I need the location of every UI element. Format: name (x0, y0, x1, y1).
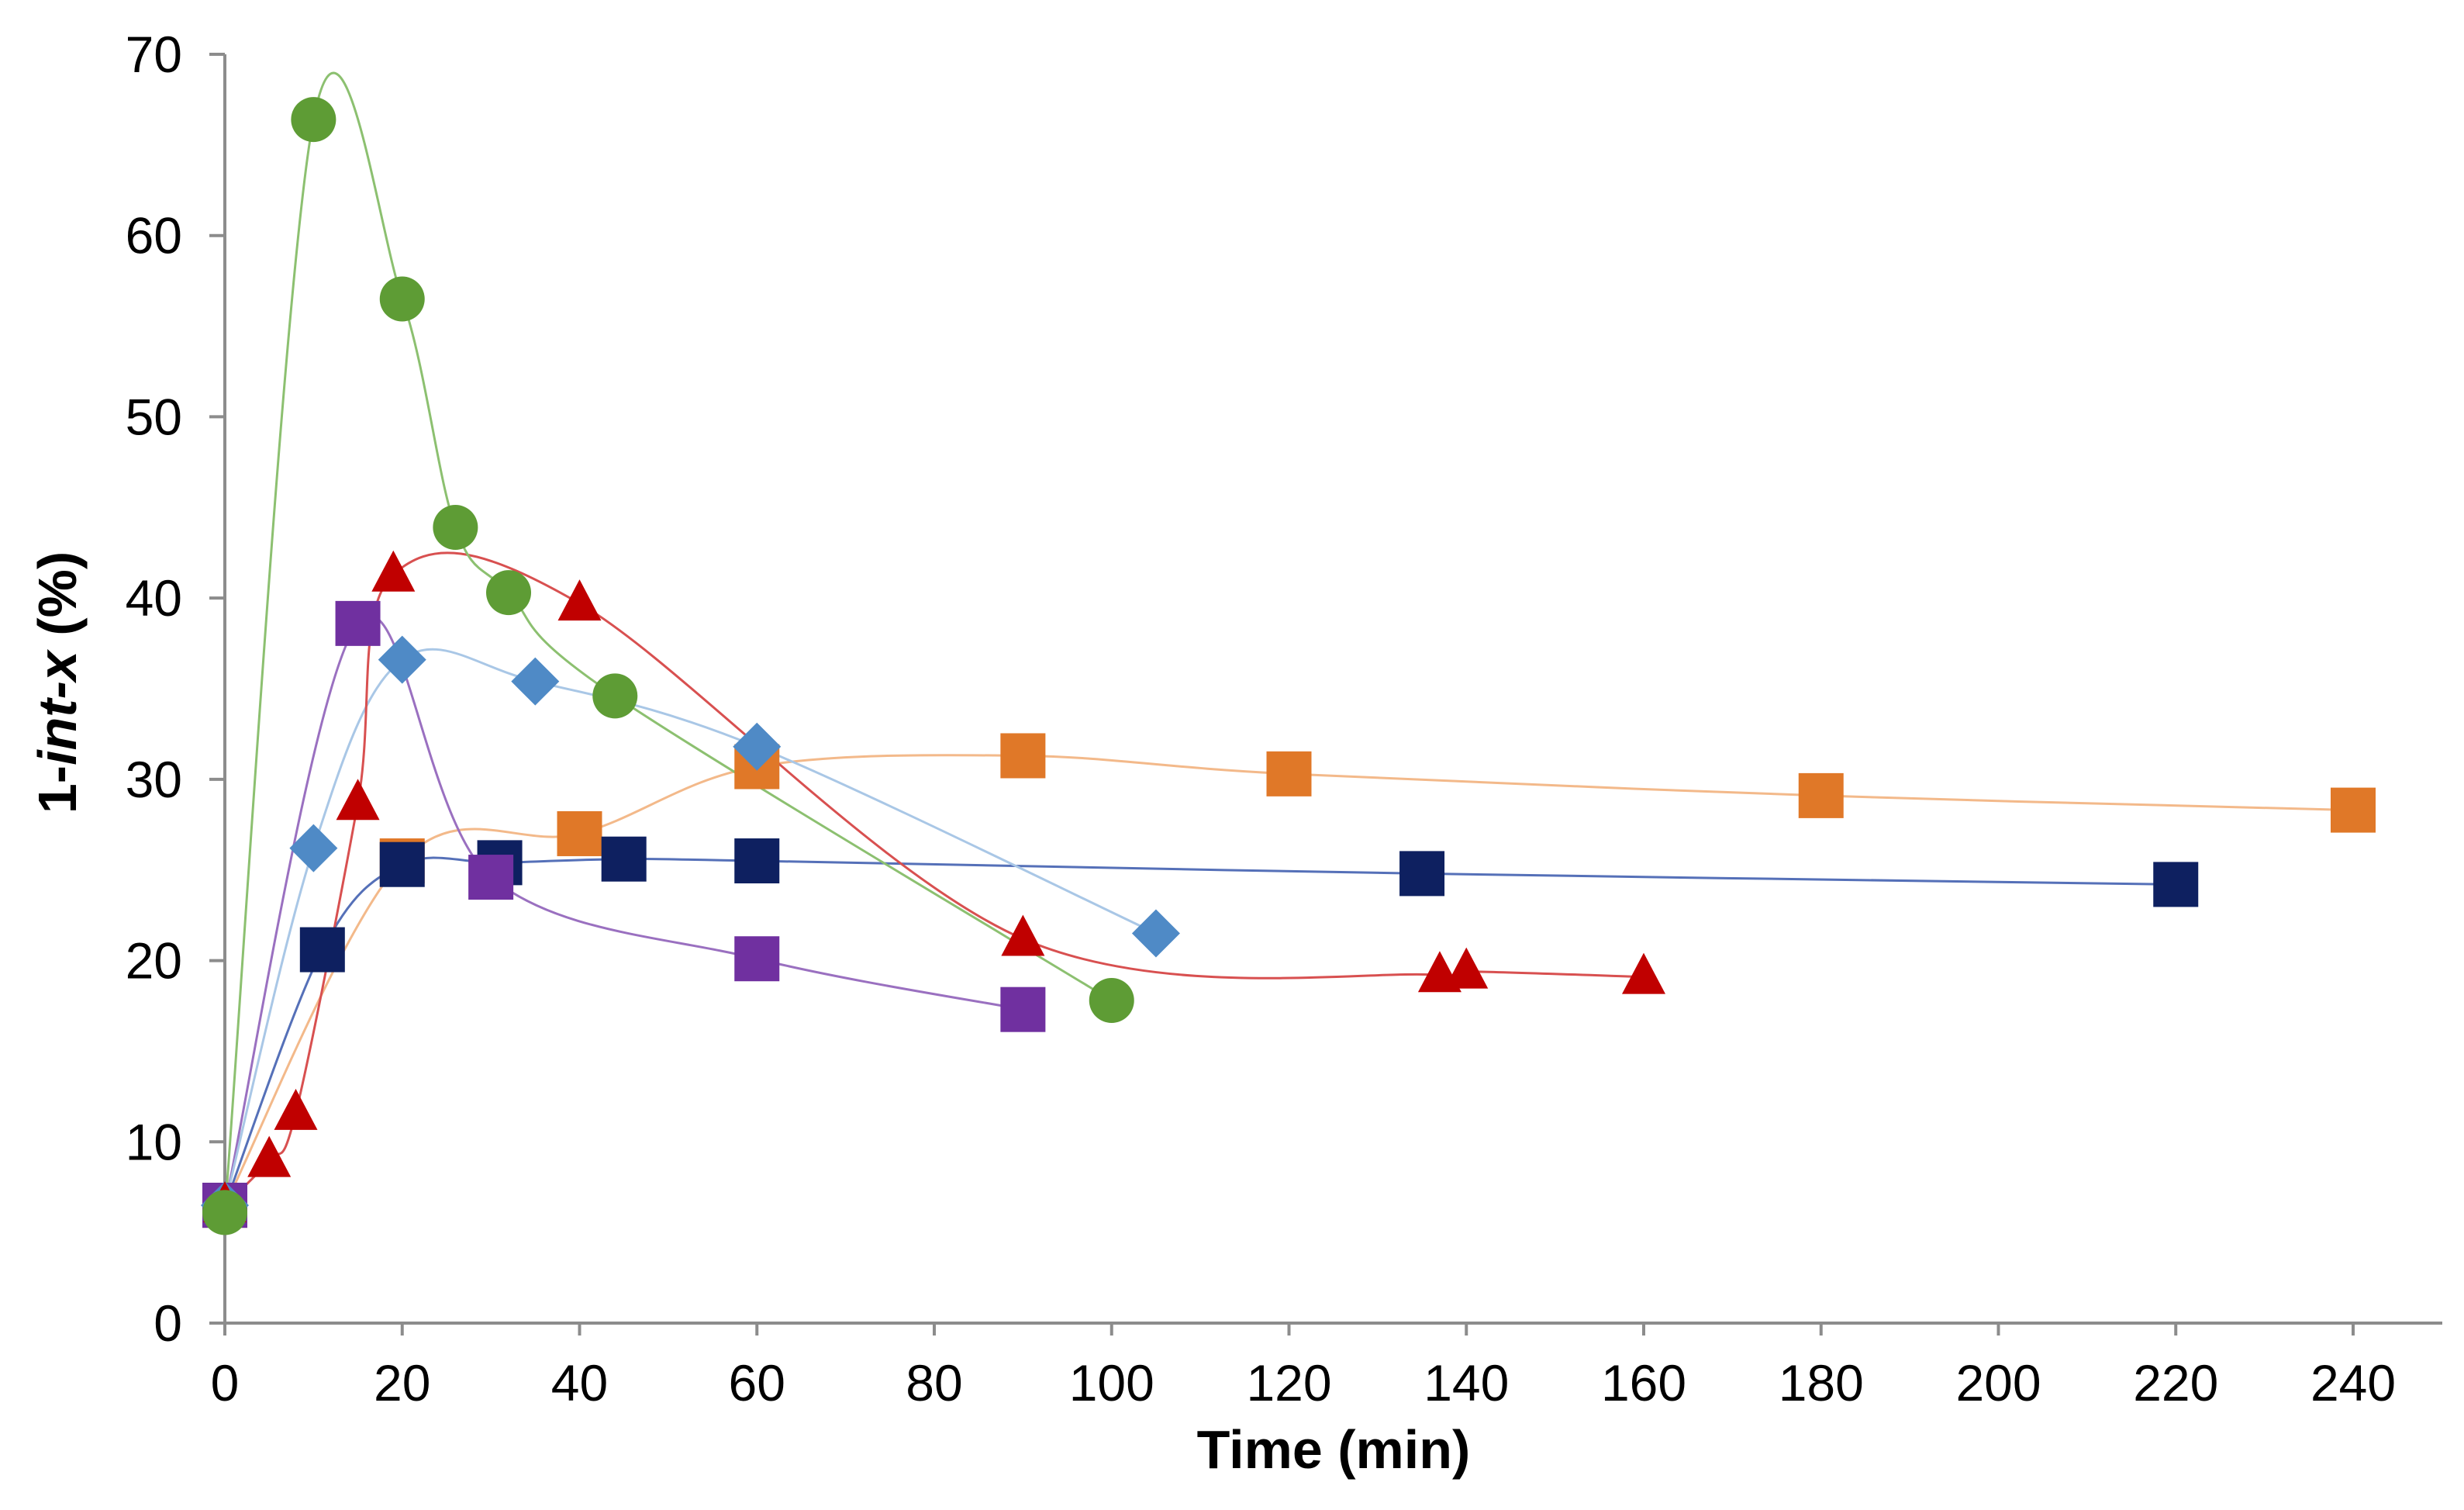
red-triangle-marker (247, 1135, 292, 1177)
navy-square-marker (601, 836, 647, 882)
y-tick-label: 60 (126, 207, 182, 264)
orange-squares-line (223, 754, 2354, 1206)
red-triangle-marker (1622, 952, 1665, 994)
x-tick-label: 100 (1069, 1354, 1154, 1412)
y-axis-title-italic: int-x (27, 648, 88, 765)
blue-diamond-marker (289, 824, 338, 872)
orange-square-marker (1266, 751, 1312, 796)
green-circles-line (223, 71, 1113, 1213)
navy-squares-line (223, 856, 2176, 1206)
purple-square-marker (335, 600, 381, 646)
green-circle-marker (486, 570, 531, 616)
navy-square-marker (734, 838, 780, 884)
green-circle-marker (592, 673, 638, 719)
navy-square-marker (2153, 862, 2199, 907)
red-triangle-marker (371, 550, 416, 592)
green-circle-marker (202, 1190, 247, 1235)
blue-diamond-marker (378, 635, 426, 684)
x-tick-label: 160 (1601, 1354, 1686, 1412)
x-tick-label: 180 (1779, 1354, 1864, 1412)
red-triangle-marker (1444, 947, 1489, 989)
navy-square-marker (1399, 851, 1445, 897)
y-tick-label: 0 (154, 1294, 182, 1352)
x-tick-label: 120 (1246, 1354, 1331, 1412)
green-circle-marker (1089, 977, 1134, 1023)
x-tick-label: 200 (1955, 1354, 2041, 1412)
y-tick-label: 50 (126, 388, 182, 445)
x-tick-label: 60 (729, 1354, 785, 1412)
y-tick-label: 10 (126, 1113, 182, 1170)
y-axis-title: 1-int-x (%) (27, 551, 88, 814)
orange-square-marker (1798, 772, 1844, 818)
x-tick-label: 220 (2133, 1354, 2218, 1412)
series-markers (201, 97, 2376, 1235)
blue-diamond-marker (733, 722, 782, 771)
red-triangle-marker (1001, 914, 1045, 956)
orange-square-marker (557, 810, 602, 856)
y-tick-label: 70 (126, 26, 182, 83)
y-axis-title-suffix: (%) (27, 551, 88, 651)
blue-diamond-marker (1131, 909, 1180, 958)
purple-square-marker (734, 936, 780, 982)
purple-square-marker (1000, 987, 1046, 1032)
green-circle-marker (379, 276, 425, 322)
y-tick-label: 30 (126, 751, 182, 808)
red-triangle-marker (336, 779, 380, 821)
navy-square-marker (379, 841, 425, 887)
x-tick-label: 140 (1424, 1354, 1509, 1412)
x-tick-label: 0 (211, 1354, 240, 1412)
x-tick-label: 40 (551, 1354, 608, 1412)
y-tick-label: 40 (126, 569, 182, 627)
x-tick-label: 20 (374, 1354, 430, 1412)
red-triangle-marker (557, 579, 602, 621)
y-axis-title-prefix: 1- (27, 765, 88, 814)
navy-square-marker (299, 927, 345, 973)
purple-squares-line (223, 614, 1023, 1206)
y-tick-label: 20 (126, 932, 182, 990)
red-triangle-marker (274, 1088, 318, 1130)
x-axis-title: Time (min) (1197, 1419, 1471, 1480)
axes: 0 20 40 60 80 100 120 140 160 180 200 220 240 0 10 20 30… (126, 26, 2442, 1412)
blue-diamond-marker (511, 657, 560, 706)
blue-diamonds-line (223, 648, 1157, 1206)
series-lines (223, 71, 2354, 1213)
orange-square-marker (1000, 733, 1046, 779)
orange-square-marker (2331, 787, 2376, 833)
x-tick-label: 240 (2310, 1354, 2396, 1412)
green-circle-marker (291, 97, 336, 143)
green-circle-marker (433, 504, 478, 550)
purple-square-marker (468, 855, 514, 900)
x-tick-label: 80 (906, 1354, 962, 1412)
